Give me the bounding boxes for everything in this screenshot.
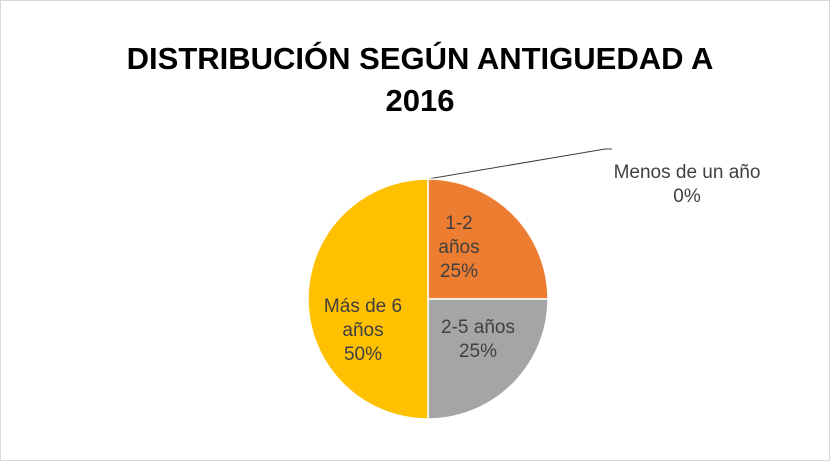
- chart-title: DISTRIBUCIÓN SEGÚN ANTIGUEDAD A 2016: [126, 41, 714, 118]
- pie-slice: [307, 178, 429, 420]
- label-category: Menos de un año: [613, 162, 761, 183]
- data-label: 2-5 años 25%: [428, 316, 528, 364]
- pie-slice: [427, 298, 549, 420]
- data-label: Menos de un año 0%: [612, 161, 762, 209]
- leader-line: [427, 148, 612, 180]
- data-label: 1-2 años 25%: [429, 212, 489, 284]
- pie-slice: [427, 178, 549, 300]
- label-category: 1-2 años: [438, 213, 480, 258]
- label-category: Más de 6 años: [323, 296, 403, 341]
- label-value: 25%: [439, 261, 479, 282]
- data-label: Más de 6 años 50%: [308, 295, 418, 367]
- label-category: 2-5 años: [441, 317, 515, 338]
- label-value: 25%: [458, 341, 498, 362]
- label-value: 50%: [343, 344, 383, 365]
- label-value: 0%: [673, 186, 701, 207]
